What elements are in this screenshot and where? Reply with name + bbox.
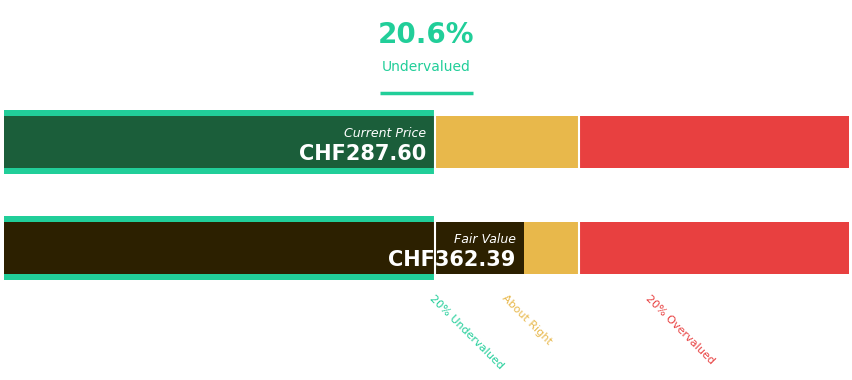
Text: 20.6%: 20.6% xyxy=(377,21,475,49)
Bar xyxy=(4,222,435,274)
Bar xyxy=(4,274,435,280)
Text: 20% Overvalued: 20% Overvalued xyxy=(642,293,715,366)
Text: About Right: About Right xyxy=(499,293,553,347)
Bar xyxy=(435,116,578,168)
Bar xyxy=(4,222,523,274)
Text: 20% Undervalued: 20% Undervalued xyxy=(428,293,505,371)
Bar xyxy=(4,116,435,168)
Text: Undervalued: Undervalued xyxy=(382,60,470,74)
Text: CHF287.60: CHF287.60 xyxy=(299,144,426,164)
Bar xyxy=(4,110,435,116)
Bar xyxy=(435,222,578,274)
Text: CHF362.39: CHF362.39 xyxy=(388,250,515,269)
Bar xyxy=(4,216,435,222)
Text: Fair Value: Fair Value xyxy=(453,233,515,246)
Text: Current Price: Current Price xyxy=(344,127,426,140)
Bar xyxy=(4,116,435,168)
Bar xyxy=(578,116,848,168)
Bar xyxy=(4,168,435,174)
Bar xyxy=(578,222,848,274)
